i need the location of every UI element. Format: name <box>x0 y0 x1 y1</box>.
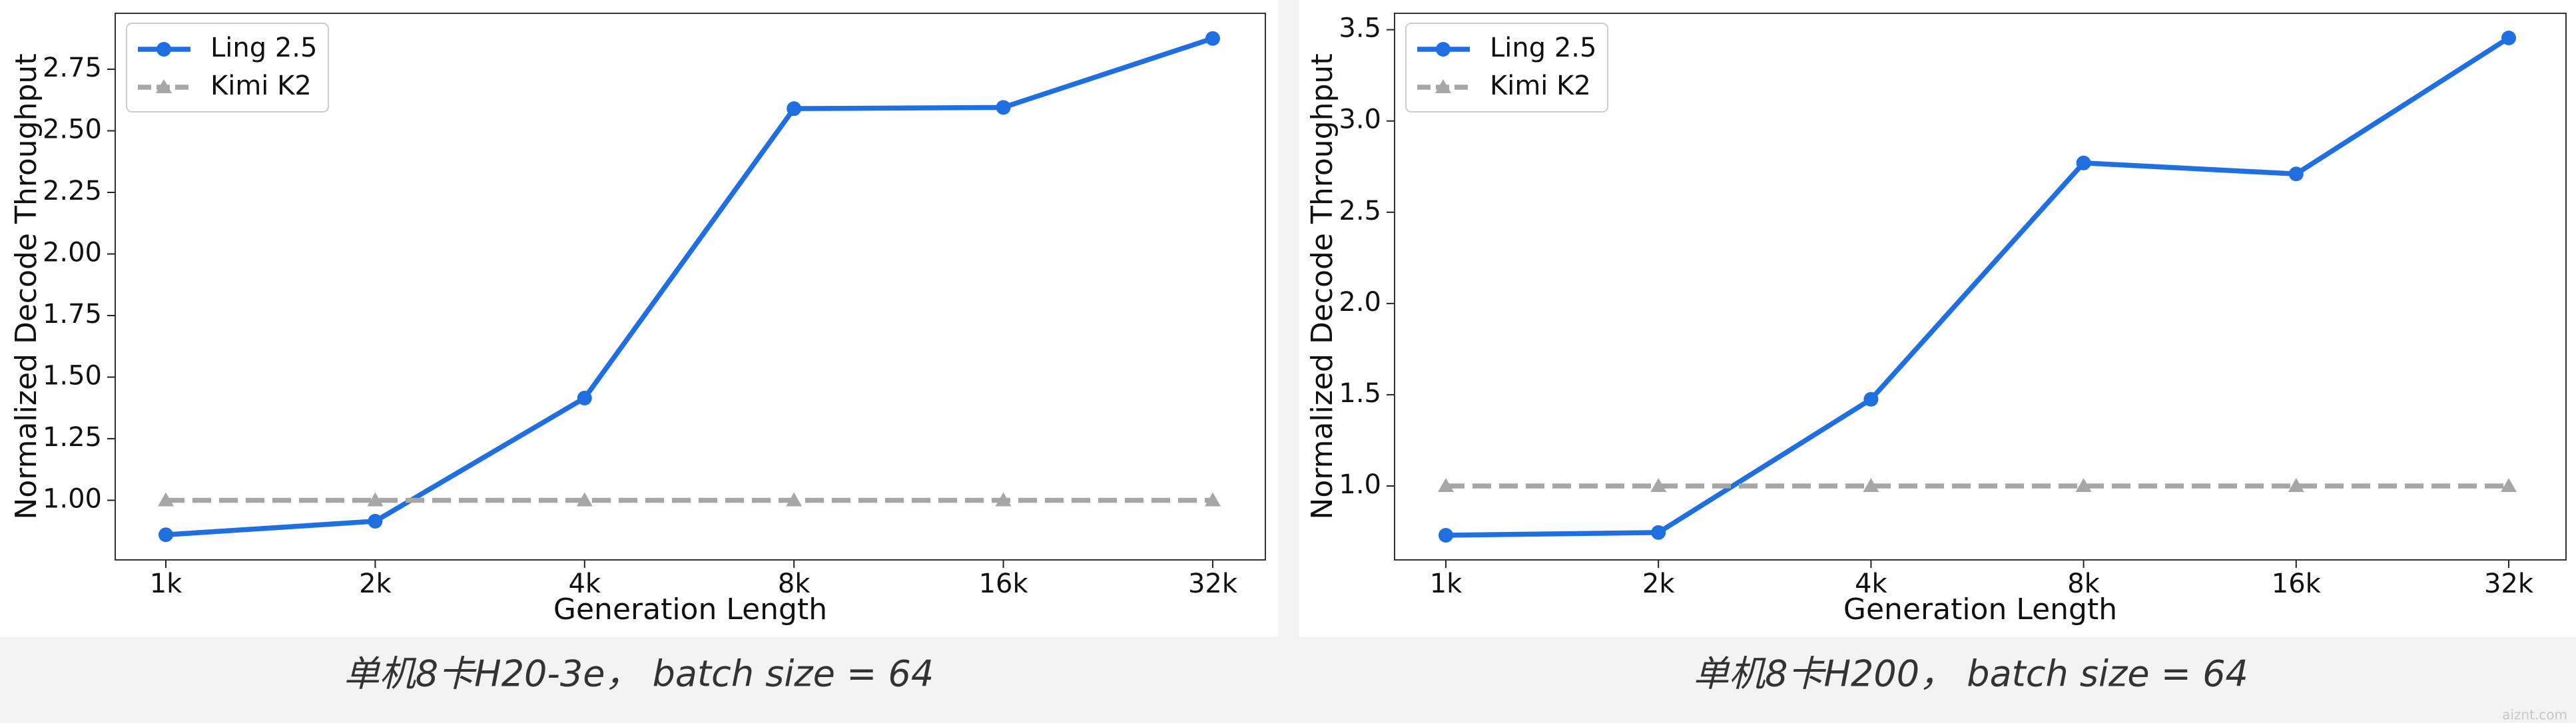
legend-label: Kimi K2 <box>210 71 312 101</box>
marker <box>995 492 1012 507</box>
y-tick-label: 1.50 <box>43 360 102 391</box>
x-tick-label: 16k <box>979 569 1029 599</box>
marker <box>2288 166 2304 182</box>
x-tick-label: 8k <box>778 569 810 599</box>
caption: 单机8卡H200， batch size = 64 <box>1693 653 2248 695</box>
x-axis-label: Generation Length <box>553 593 827 626</box>
x-tick-label: 8k <box>2067 569 2100 599</box>
y-tick-label: 2.5 <box>1339 196 1381 226</box>
y-tick-label: 2.0 <box>1339 287 1381 318</box>
marker <box>367 492 384 507</box>
y-tick-label: 1.75 <box>43 299 102 330</box>
marker <box>1651 525 1666 540</box>
marker <box>158 492 174 507</box>
marker <box>1439 527 1453 543</box>
y-tick-label: 2.25 <box>43 176 102 206</box>
marker <box>577 390 592 405</box>
y-tick-label: 3.0 <box>1339 105 1381 135</box>
x-axis-label: Generation Length <box>1843 593 2117 626</box>
marker <box>1863 391 1879 407</box>
watermark: aiznt.com <box>2502 707 2567 723</box>
marker <box>1650 477 1667 492</box>
y-tick-label: 2.75 <box>43 53 102 83</box>
marker <box>787 101 802 117</box>
chart: 1.00 1.25 1.50 1.75 2.00 2.25 2.50 2.75 1k 2k 4k 8k… <box>0 0 1278 695</box>
y-tick-label: 1.5 <box>1339 378 1381 409</box>
y-tick-label: 3.5 <box>1339 13 1381 44</box>
legend-label: Kimi K2 <box>1490 71 1591 101</box>
marker <box>1438 477 1454 492</box>
marker <box>159 527 173 543</box>
marker <box>2501 477 2517 492</box>
series-line <box>1445 35 2511 538</box>
chart: 1.0 1.5 2.0 2.5 3.0 3.5 1k 2k 4k 8k 16k 32k Generati… <box>1299 0 2576 695</box>
y-tick-label: 2.50 <box>43 114 102 144</box>
y-tick-label: 2.00 <box>43 237 102 268</box>
x-tick-label: 2k <box>359 569 392 599</box>
x-tick-label: 2k <box>1642 569 1675 599</box>
marker <box>1205 31 1220 46</box>
marker <box>2501 31 2516 46</box>
plot-frame <box>1394 13 2567 561</box>
marker <box>1436 42 1450 57</box>
y-tick-label: 1.00 <box>43 483 102 514</box>
y-tick-label: 1.0 <box>1339 469 1381 500</box>
x-tick-label: 4k <box>1855 569 1887 599</box>
marker <box>1863 477 1879 492</box>
x-tick-label: 1k <box>150 569 182 599</box>
x-tick-label: 32k <box>2484 569 2534 599</box>
x-tick-label: 1k <box>1430 569 1462 599</box>
marker <box>157 42 171 57</box>
x-tick-label: 32k <box>1188 569 1238 599</box>
legend-label: Ling 2.5 <box>210 33 317 63</box>
x-tick-label: 4k <box>568 569 601 599</box>
legend-label: Ling 2.5 <box>1490 33 1596 63</box>
marker <box>2076 155 2091 170</box>
series-line <box>165 36 1214 538</box>
marker <box>156 79 172 93</box>
y-tick-label: 1.25 <box>43 422 102 453</box>
marker <box>1205 492 1221 507</box>
marker <box>996 100 1011 115</box>
marker <box>2075 477 2092 492</box>
y-axis-label: Normalized Decode Throughput <box>1305 53 1339 519</box>
marker <box>786 492 803 507</box>
caption: 单机8卡H20-3e， batch size = 64 <box>344 653 934 695</box>
marker <box>2288 477 2304 492</box>
y-axis-label: Normalized Decode Throughput <box>9 53 43 519</box>
marker <box>1435 79 1451 93</box>
x-tick-label: 16k <box>2272 569 2322 599</box>
marker <box>368 513 383 529</box>
marker <box>576 492 593 507</box>
plot-frame <box>115 13 1266 561</box>
